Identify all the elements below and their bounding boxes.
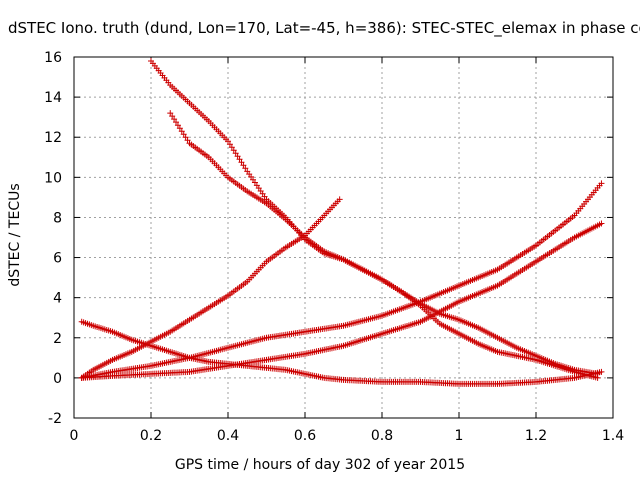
data-point-marker xyxy=(598,368,605,375)
data-point-marker xyxy=(174,122,181,129)
x-tick-label: 1 xyxy=(455,428,464,444)
data-point-marker xyxy=(184,137,191,144)
data-point-marker xyxy=(598,220,605,227)
plot-frame xyxy=(73,56,614,419)
series-track xyxy=(78,180,605,381)
y-tick-label: -2 xyxy=(48,411,62,427)
data-point-marker xyxy=(336,196,343,203)
y-tick-label: 14 xyxy=(44,90,62,106)
x-tick-label: 1.4 xyxy=(602,428,624,444)
y-tick-label: 10 xyxy=(44,170,62,186)
data-point-marker xyxy=(176,125,183,132)
data-point-marker xyxy=(226,141,233,148)
x-tick-label: 0.4 xyxy=(217,428,239,444)
data-point-marker xyxy=(180,131,187,138)
x-tick-label: 1.2 xyxy=(525,428,547,444)
y-tick-label: 16 xyxy=(44,50,62,66)
y-tick-label: 0 xyxy=(53,371,62,387)
y-tick-label: 8 xyxy=(53,210,62,226)
data-point-marker xyxy=(234,153,241,160)
y-tick-label: 4 xyxy=(53,291,62,307)
x-axis-label: GPS time / hours of day 302 of year 2015 xyxy=(174,457,466,473)
x-tick-label: 0.8 xyxy=(371,428,393,444)
grid-lines xyxy=(74,57,613,418)
series-track xyxy=(78,196,343,381)
chart-title: dSTEC Iono. truth (dund, Lon=170, Lat=-4… xyxy=(8,19,640,37)
data-point-marker xyxy=(167,110,174,117)
y-tick-label: 12 xyxy=(44,130,62,146)
data-point-marker xyxy=(240,162,247,169)
data-point-marker xyxy=(230,147,237,154)
series-track xyxy=(148,58,601,381)
axis-ticks: 0 0.2 0.4 0.6 0.8 1 1.2 1.4 -2 0 2 4 6 8 10 12 14 16 xyxy=(44,50,624,444)
x-tick-label: 0.6 xyxy=(294,428,316,444)
y-tick-label: 6 xyxy=(53,251,62,267)
data-point-marker xyxy=(182,134,189,141)
data-point-marker xyxy=(242,165,249,172)
data-point-marker xyxy=(173,119,180,126)
data-point-marker xyxy=(178,128,185,135)
data-point-marker xyxy=(232,150,239,157)
data-point-marker xyxy=(236,156,243,163)
data-series xyxy=(78,58,605,387)
series-track xyxy=(78,318,605,387)
y-tick-label: 2 xyxy=(53,331,62,347)
data-point-marker xyxy=(171,116,178,123)
data-point-marker xyxy=(225,138,231,145)
x-tick-label: 0 xyxy=(70,428,79,444)
data-point-marker xyxy=(169,113,176,120)
data-point-marker xyxy=(228,144,235,151)
data-point-marker xyxy=(598,180,605,187)
series-track xyxy=(78,220,605,381)
x-tick-label: 0.2 xyxy=(140,428,162,444)
data-point-marker xyxy=(238,159,245,166)
